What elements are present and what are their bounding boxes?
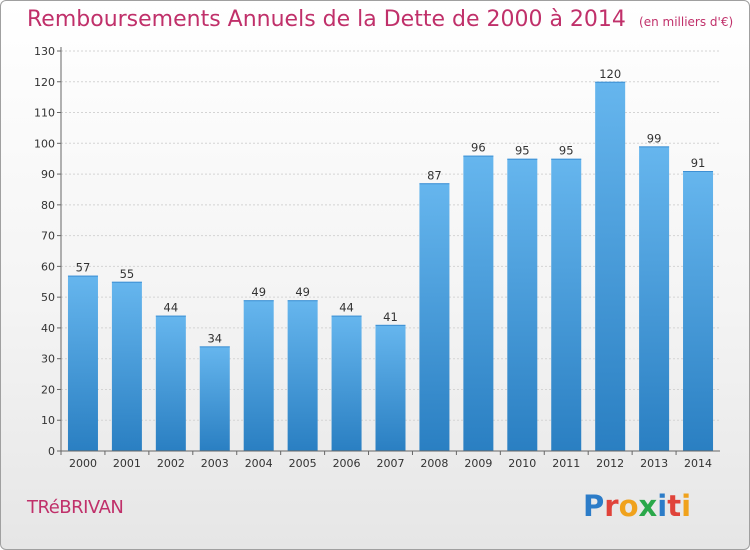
data-label-2006: 44 bbox=[339, 301, 354, 315]
y-tick-label: 70 bbox=[41, 230, 55, 243]
bar-2010 bbox=[507, 158, 538, 451]
y-tick-label: 40 bbox=[41, 322, 55, 335]
data-label-2004: 49 bbox=[251, 285, 266, 299]
bar-2009 bbox=[463, 155, 494, 451]
x-tick-label: 2000 bbox=[69, 457, 97, 470]
x-tick-label: 2011 bbox=[552, 457, 580, 470]
bar-2003 bbox=[199, 346, 230, 451]
data-label-2007: 41 bbox=[383, 310, 398, 324]
chart-title: Remboursements Annuels de la Dette de 20… bbox=[27, 7, 626, 32]
x-tick-label: 2001 bbox=[113, 457, 141, 470]
logo-letter: r bbox=[604, 489, 619, 523]
commune-name: TRéBRIVAN bbox=[27, 497, 124, 518]
x-tick-label: 2009 bbox=[464, 457, 492, 470]
y-tick-label: 30 bbox=[41, 353, 55, 366]
data-label-2001: 55 bbox=[120, 267, 135, 281]
x-tick-label: 2008 bbox=[420, 457, 448, 470]
chart-subtitle: (en milliers d'€) bbox=[639, 15, 734, 29]
y-tick-label: 90 bbox=[41, 168, 55, 181]
data-label-2003: 34 bbox=[207, 331, 222, 345]
bar-2012 bbox=[595, 81, 626, 452]
y-tick-label: 10 bbox=[41, 414, 55, 427]
data-label-2000: 57 bbox=[76, 261, 91, 275]
bar-2007 bbox=[375, 324, 406, 451]
y-tick-label: 130 bbox=[34, 45, 55, 58]
data-label-2009: 96 bbox=[471, 141, 486, 155]
data-labels: 57 55 44 34 49 49 44 41 87 96 95 95 120 99 91 bbox=[76, 67, 706, 346]
logo-letter: x bbox=[638, 489, 658, 523]
bar-2000 bbox=[67, 275, 98, 451]
x-tick-label: 2004 bbox=[245, 457, 273, 470]
data-label-2014: 91 bbox=[691, 156, 706, 170]
y-axis-ticks: 0 10 20 30 40 50 60 70 80 90 100 110 120 130 bbox=[34, 45, 61, 458]
x-tick-label: 2013 bbox=[640, 457, 668, 470]
proxiti-logo: Proxiti bbox=[583, 489, 691, 523]
x-tick-label: 2005 bbox=[289, 457, 317, 470]
y-tick-label: 50 bbox=[41, 291, 55, 304]
y-tick-label: 60 bbox=[41, 260, 55, 273]
y-tick-label: 110 bbox=[34, 107, 55, 120]
bar-2014 bbox=[683, 171, 714, 451]
bar-2006 bbox=[331, 315, 362, 451]
data-label-2008: 87 bbox=[427, 168, 442, 182]
data-label-2011: 95 bbox=[559, 144, 574, 158]
y-tick-label: 120 bbox=[34, 76, 55, 89]
x-tick-label: 2002 bbox=[157, 457, 185, 470]
bar-2011 bbox=[551, 158, 582, 451]
data-label-2010: 95 bbox=[515, 144, 530, 158]
axes bbox=[60, 47, 720, 452]
y-tick-label: 80 bbox=[41, 199, 55, 212]
x-tick-label: 2007 bbox=[377, 457, 405, 470]
bar-2005 bbox=[287, 300, 318, 451]
data-label-2013: 99 bbox=[647, 131, 662, 145]
bar-2004 bbox=[243, 300, 274, 451]
logo-letter: t bbox=[667, 489, 682, 523]
data-label-2002: 44 bbox=[164, 301, 179, 315]
x-tick-label: 2014 bbox=[684, 457, 712, 470]
data-label-2005: 49 bbox=[295, 285, 310, 299]
bars bbox=[67, 81, 714, 452]
logo-letter: P bbox=[583, 489, 605, 523]
y-tick-label: 20 bbox=[41, 383, 55, 396]
bar-2002 bbox=[155, 315, 186, 451]
y-tick-label: 100 bbox=[34, 137, 55, 150]
data-label-2012: 120 bbox=[599, 67, 621, 81]
x-tick-label: 2012 bbox=[596, 457, 624, 470]
x-tick-label: 2003 bbox=[201, 457, 229, 470]
bar-2013 bbox=[639, 146, 670, 451]
logo-letter: i bbox=[657, 489, 668, 523]
bar-2008 bbox=[419, 183, 450, 452]
title-row: Remboursements Annuels de la Dette de 20… bbox=[27, 7, 733, 32]
logo-letter: o bbox=[618, 489, 639, 523]
y-tick-label: 0 bbox=[48, 445, 55, 458]
x-tick-label: 2010 bbox=[508, 457, 536, 470]
x-axis-ticks: 2000 2001 2002 2003 2004 2005 2006 2007 2008 2009… bbox=[60, 451, 712, 470]
logo-letter: i bbox=[681, 489, 692, 523]
x-tick-label: 2006 bbox=[333, 457, 361, 470]
bar-2001 bbox=[111, 281, 142, 451]
